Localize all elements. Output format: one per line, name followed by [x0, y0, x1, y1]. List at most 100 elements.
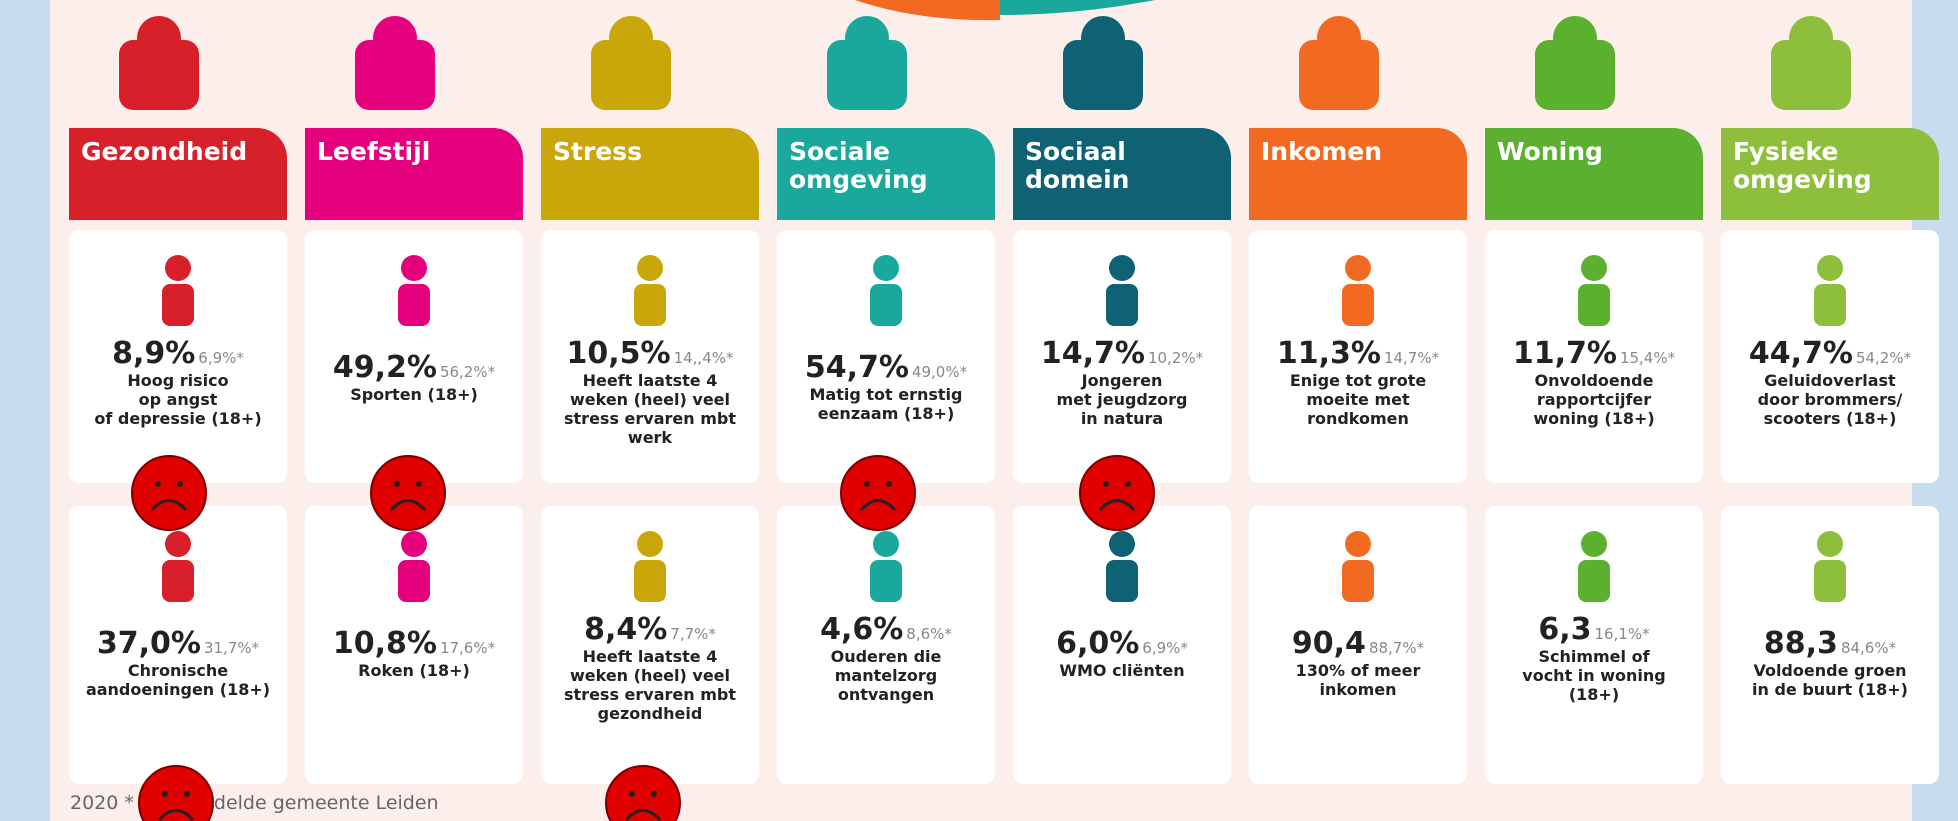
card-icon: [870, 255, 902, 326]
icon: [355, 16, 435, 110]
sad-face: [840, 455, 916, 531]
icon: [1063, 16, 1143, 110]
indicator-label: op angst: [138, 390, 218, 409]
indicator-card: 6,3 16,1%* Schimmel of vocht in woning (18+): [1485, 506, 1703, 784]
icon-shape: [398, 284, 430, 326]
value-line: 14,7% 10,2%*: [1013, 336, 1231, 371]
category-header: Leefstijl: [305, 128, 523, 220]
eye: [416, 481, 422, 487]
card-icon: [634, 255, 666, 326]
card-icon: [162, 255, 194, 326]
icon-shape: [1789, 16, 1833, 60]
indicator-card: 10,8% 17,6%* Roken (18+): [305, 506, 523, 784]
indicator-label: of depressie (18+): [94, 409, 262, 428]
indicator-label: ontvangen: [837, 685, 935, 704]
comparison: 49,0%*: [911, 363, 968, 381]
indicator-label: vocht in woning: [1522, 666, 1666, 685]
indicator-label: Heeft laatste 4: [582, 647, 718, 666]
indicator-label: Voldoende groen: [1753, 661, 1907, 680]
indicator-label: Chronische: [127, 661, 229, 680]
indicator-card: 44,7% 54,2%* Geluidoverlast door brommers/s…: [1721, 230, 1939, 483]
mouth: [150, 499, 188, 512]
indicator-card: 10,5% 14,,4%* Heeft laatste 4 weken (heel) …: [541, 230, 759, 483]
comparison: 88,7%*: [1368, 639, 1425, 657]
value: 4,6%: [820, 612, 904, 647]
icon-shape: [609, 16, 653, 60]
icon-shape: [401, 255, 427, 281]
icon-shape: [355, 40, 435, 110]
eye: [864, 481, 870, 487]
icon-shape: [398, 560, 430, 602]
value-line: 10,5% 14,,4%*: [541, 336, 759, 371]
indicator-label: in de buurt (18+): [1752, 680, 1908, 699]
value-line: 54,7% 49,0%*: [777, 350, 995, 385]
value: 6,3: [1538, 612, 1592, 647]
value: 37,0%: [96, 626, 201, 661]
icon-shape: [1299, 40, 1379, 110]
indicator-label: mantelzorg: [834, 666, 938, 685]
header-line: Woning: [1497, 137, 1603, 166]
value-line: 49,2% 56,2%*: [305, 350, 523, 385]
indicator-label: eenzaam (18+): [817, 404, 955, 423]
indicator-card: 37,0% 31,7%* Chronische aandoeningen (18+): [69, 506, 287, 784]
indicator-card: 8,4% 7,7%* Heeft laatste 4 weken (heel) vee…: [541, 506, 759, 784]
icon: [827, 16, 907, 110]
icon-shape: [873, 255, 899, 281]
eye: [162, 791, 168, 797]
icon-shape: [1345, 255, 1371, 281]
icon-shape: [1109, 531, 1135, 557]
card-icon: [1814, 255, 1846, 326]
icon-shape: [634, 284, 666, 326]
icon-shape: [165, 255, 191, 281]
card-icon: [634, 531, 666, 602]
indicator-label: gezondheid: [597, 704, 703, 723]
icon-shape: [1106, 284, 1138, 326]
indicator-label: Enige tot grote: [1289, 371, 1427, 390]
indicator-label: weken (heel) veel: [569, 666, 731, 685]
indicator-card: 90,4 88,7%* 130% of meer inkomen: [1249, 506, 1467, 784]
footer-text: 2020 *: [70, 792, 134, 814]
indicator-label: 130% of meer: [1295, 661, 1421, 680]
value-line: 6,0% 6,9%*: [1013, 626, 1231, 661]
eye: [177, 481, 183, 487]
comparison: 14,7%*: [1383, 349, 1440, 367]
value-line: 11,7% 15,4%*: [1485, 336, 1703, 371]
indicator-label: aandoeningen (18+): [85, 680, 271, 699]
value-line: 11,3% 14,7%*: [1249, 336, 1467, 371]
icon-shape: [870, 284, 902, 326]
icon-shape: [1317, 16, 1361, 60]
header-line: Gezondheid: [81, 137, 248, 166]
header-line: omgeving: [1733, 165, 1872, 194]
icon-shape: [1342, 560, 1374, 602]
icon-shape: [1581, 255, 1607, 281]
indicator-card: 11,7% 15,4%* Onvoldoende rapportcijfer wonin…: [1485, 230, 1703, 483]
card-icon: [1578, 255, 1610, 326]
card-icon: [162, 531, 194, 602]
value: 49,2%: [332, 350, 437, 385]
value: 90,4: [1291, 626, 1366, 661]
icon-shape: [1581, 531, 1607, 557]
icon-shape: [1771, 40, 1851, 110]
mouth: [859, 499, 897, 512]
icon-shape: [1081, 16, 1125, 60]
value: 14,7%: [1040, 336, 1145, 371]
value-line: 8,4% 7,7%*: [541, 612, 759, 647]
value: 44,7%: [1748, 336, 1853, 371]
indicator-label: (18+): [1568, 685, 1620, 704]
header-line: domein: [1025, 165, 1130, 194]
sad-face: [131, 455, 207, 531]
header-line: Stress: [553, 137, 643, 166]
value-line: 90,4 88,7%*: [1249, 626, 1467, 661]
icon-shape: [591, 40, 671, 110]
indicator-label: scooters (18+): [1763, 409, 1897, 428]
eye: [651, 791, 657, 797]
comparison: 56,2%*: [439, 363, 496, 381]
indicator-label: Matig tot ernstig: [809, 385, 963, 404]
icon-shape: [637, 531, 663, 557]
indicator-label: door brommers/: [1757, 390, 1903, 409]
value-line: 88,3 84,6%*: [1721, 626, 1939, 661]
indicator-label: weken (heel) veel: [569, 390, 731, 409]
card-icon: [1342, 255, 1374, 326]
